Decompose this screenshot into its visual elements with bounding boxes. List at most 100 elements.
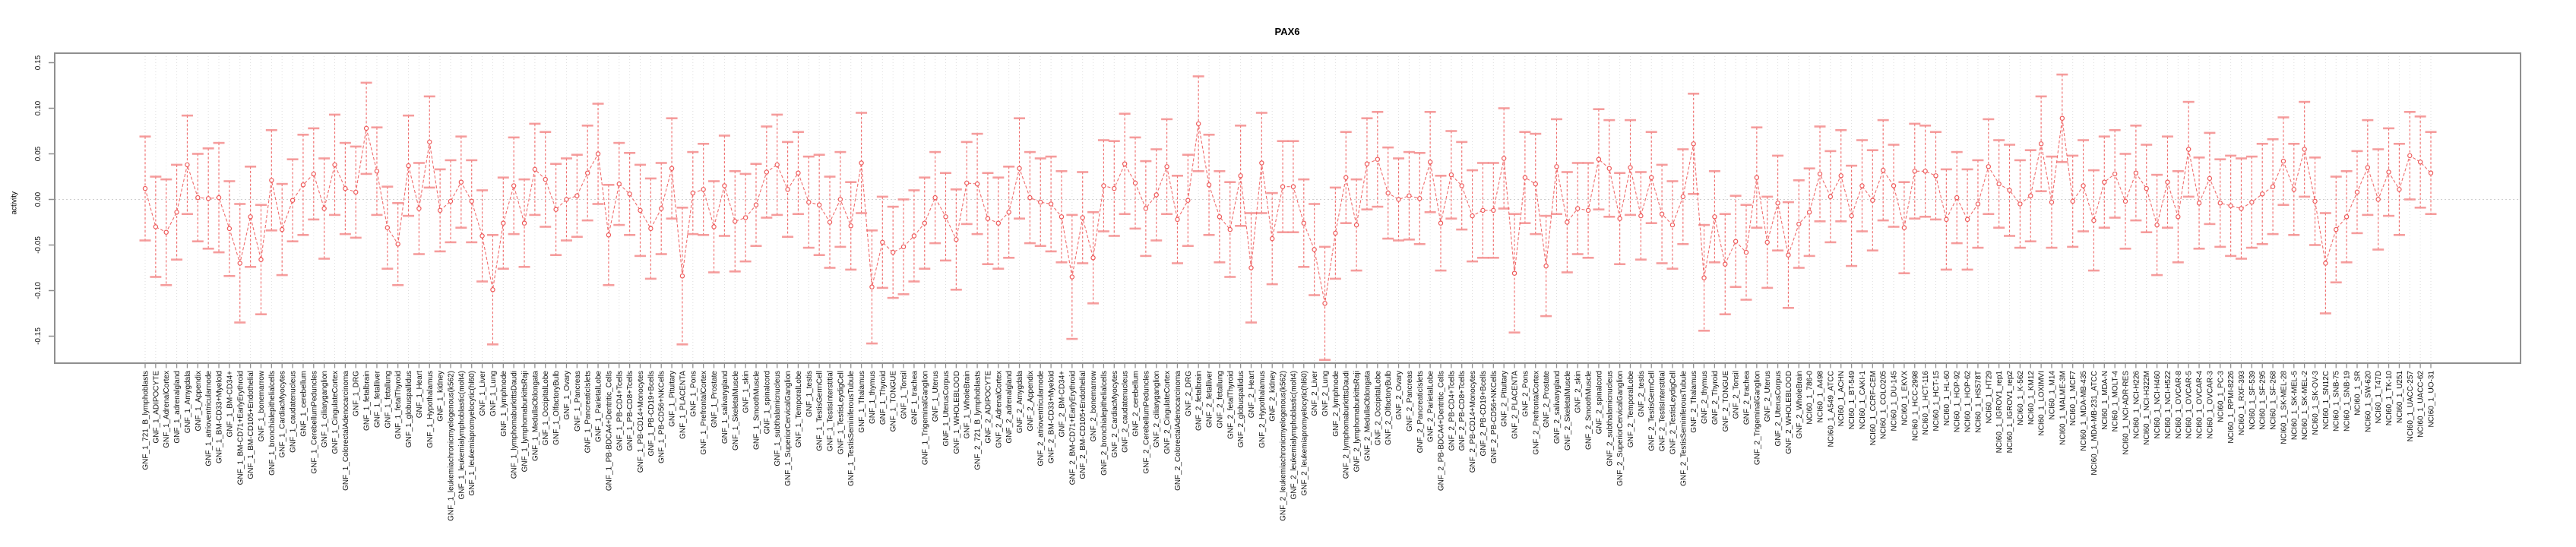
- data-point-marker: [1417, 196, 1422, 201]
- y-tick-label: 0.15: [34, 55, 43, 70]
- x-axis-label: NCI60_1_RPMI-8226: [2227, 371, 2236, 444]
- data-point-marker: [1143, 206, 1149, 211]
- x-axis-label: NCI60_1_OVCAR-5: [2185, 371, 2194, 439]
- data-point-marker: [2028, 193, 2033, 198]
- data-point-marker: [2354, 189, 2360, 195]
- data-point-marker: [1407, 193, 1412, 198]
- data-point-marker: [2270, 184, 2276, 189]
- x-axis-label: GNF_2_testis: [1638, 371, 1646, 417]
- x-axis-label: GNF_1_PLACENTA: [679, 371, 687, 439]
- data-point-marker: [995, 220, 1002, 226]
- data-point-marker: [142, 185, 148, 191]
- x-axis-label: NCI60_1_DU-145: [1891, 371, 1899, 432]
- data-point-marker: [237, 261, 242, 266]
- data-point-marker: [2070, 198, 2075, 204]
- data-point-marker: [1574, 206, 1581, 211]
- x-axis-label: GNF_2_PB-BDCA4+Dentritic_Cells: [1437, 371, 1445, 491]
- data-point-marker: [1669, 222, 1676, 228]
- data-point-marker: [1006, 210, 1011, 215]
- data-point-marker: [974, 181, 980, 187]
- x-axis-label: GNF_2_lymphnode: [1332, 371, 1340, 437]
- x-axis-label: GNF_1_UterusCorpus: [942, 371, 951, 446]
- x-axis-label: GNF_2_PB-CD4+Tcells: [1448, 371, 1456, 451]
- data-point-marker: [1132, 180, 1138, 186]
- x-axis-label: NCI60_1_OVCAR-3: [2206, 371, 2214, 439]
- x-axis-label: GNF_2_Amygdala: [1016, 371, 1024, 434]
- data-point-marker: [2228, 203, 2233, 209]
- data-point-marker: [1101, 183, 1106, 188]
- x-axis-label: GNF_2_salivarygland: [1553, 371, 1562, 444]
- x-axis-label: GNF_2_WHOLEBLOOD: [1785, 371, 1793, 454]
- x-axis-label: GNF_1_OlfactoryBulb: [552, 371, 561, 445]
- data-point-marker: [2312, 198, 2318, 204]
- x-axis-label: GNF_1_WholeBrain: [964, 371, 972, 438]
- data-point-marker: [785, 187, 790, 192]
- data-point-marker: [2249, 199, 2255, 205]
- x-axis-label: GNF_2_spinalcord: [1595, 371, 1603, 434]
- x-axis-label: NCI60_1_HCC-2998: [1911, 371, 1919, 441]
- x-axis-label: GNF_2_OlfactoryBulb: [1385, 371, 1393, 445]
- x-axis-label: GNF_1_Thyroid: [879, 371, 888, 425]
- data-point-marker: [1954, 194, 1960, 201]
- x-axis-label: GNF_1_BM-CD105+Endothelial: [247, 371, 255, 479]
- data-point-marker: [1533, 181, 1538, 187]
- x-axis-label: GNF_1_721_B_lymphoblasts: [142, 371, 150, 470]
- x-axis-label: NCI60_1_SNB-75: [2333, 371, 2341, 432]
- data-point-marker: [553, 207, 559, 212]
- x-axis-label: GNF_2_skin: [1574, 371, 1583, 413]
- data-point-marker: [205, 196, 211, 201]
- x-axis-label: GNF_1_TONGUE: [890, 371, 898, 432]
- x-axis-label: GNF_2_MedullaOblongata: [1363, 371, 1372, 461]
- x-axis-label: NCI60_1_SN12C: [2322, 371, 2331, 429]
- x-axis-label: GNF_1_Tonsil: [900, 371, 909, 419]
- data-point-marker: [564, 197, 569, 202]
- x-axis-label: NCI60_1_SK-OV-3: [2312, 371, 2320, 435]
- data-point-marker: [1680, 194, 1686, 200]
- data-point-marker: [1754, 175, 1760, 180]
- x-axis-label: GNF_2_Lung: [1321, 371, 1330, 416]
- x-axis-label: GNF_2_Uterus: [1764, 371, 1772, 422]
- data-point-marker: [1048, 201, 1054, 207]
- x-axis-label: NCI60_1_MDA-N: [2101, 371, 2109, 430]
- data-point-marker: [1080, 215, 1085, 220]
- data-point-marker: [363, 125, 369, 131]
- x-axis-label: GNF_1_lymphnode: [500, 371, 508, 437]
- data-point-marker: [2334, 226, 2339, 232]
- data-point-marker: [1322, 301, 1328, 306]
- x-axis-label: GNF_1_fetalliver: [373, 370, 381, 428]
- data-point-marker: [1659, 211, 1665, 217]
- x-axis-label: GNF_2_thymus: [1701, 371, 1709, 424]
- data-point-marker: [584, 170, 590, 175]
- x-axis-label: GNF_1_ColorectalAdenocarcinoma: [342, 371, 350, 491]
- data-point-marker: [1859, 183, 1865, 188]
- data-point-marker: [1901, 225, 1907, 230]
- data-point-marker: [280, 226, 285, 232]
- data-point-marker: [1227, 226, 1233, 232]
- x-axis-label: NCI60_1_SF-268: [2270, 371, 2278, 430]
- x-axis-label: NCI60_1_TK-10: [2385, 371, 2394, 426]
- data-point-marker: [1554, 164, 1559, 169]
- data-point-marker: [2154, 222, 2160, 228]
- x-axis-label: GNF_1_cerebellum: [299, 371, 308, 437]
- x-axis-label: GNF_2_TONGUE: [1722, 371, 1730, 432]
- data-point-marker: [669, 166, 675, 171]
- x-axis-label: GNF_1_fetalbrain: [363, 371, 372, 431]
- x-axis-label: NCI60_1_RXF-393: [2238, 371, 2246, 435]
- x-axis-label: NCI60_1_MOLT-4: [2112, 371, 2120, 432]
- data-point-marker: [1617, 216, 1622, 221]
- x-axis-label: GNF_2_PB-CD14+Monocytes: [1469, 371, 1477, 473]
- x-axis-label: NCI60_1_COLO205: [1880, 371, 1888, 439]
- data-point-marker: [648, 226, 653, 232]
- data-point-marker: [964, 180, 970, 186]
- x-axis-label: NCI60_1_SK-MEL-2: [2301, 371, 2309, 441]
- data-point-marker: [2038, 141, 2044, 147]
- x-axis-label: GNF_2_PB-CD56+NKCells: [1490, 371, 1498, 463]
- x-axis-label: GNF_1_BM-CD71+EarlyErythroid: [236, 371, 245, 485]
- data-point-marker: [1891, 183, 1897, 188]
- data-point-marker: [1090, 255, 1096, 261]
- x-axis-label: GNF_2_TestisSeminiferousTubule: [1679, 371, 1688, 486]
- data-point-marker: [311, 171, 316, 177]
- data-point-marker: [2417, 160, 2423, 165]
- x-axis-label: GNF_2_ADIPOCYTE: [984, 371, 992, 444]
